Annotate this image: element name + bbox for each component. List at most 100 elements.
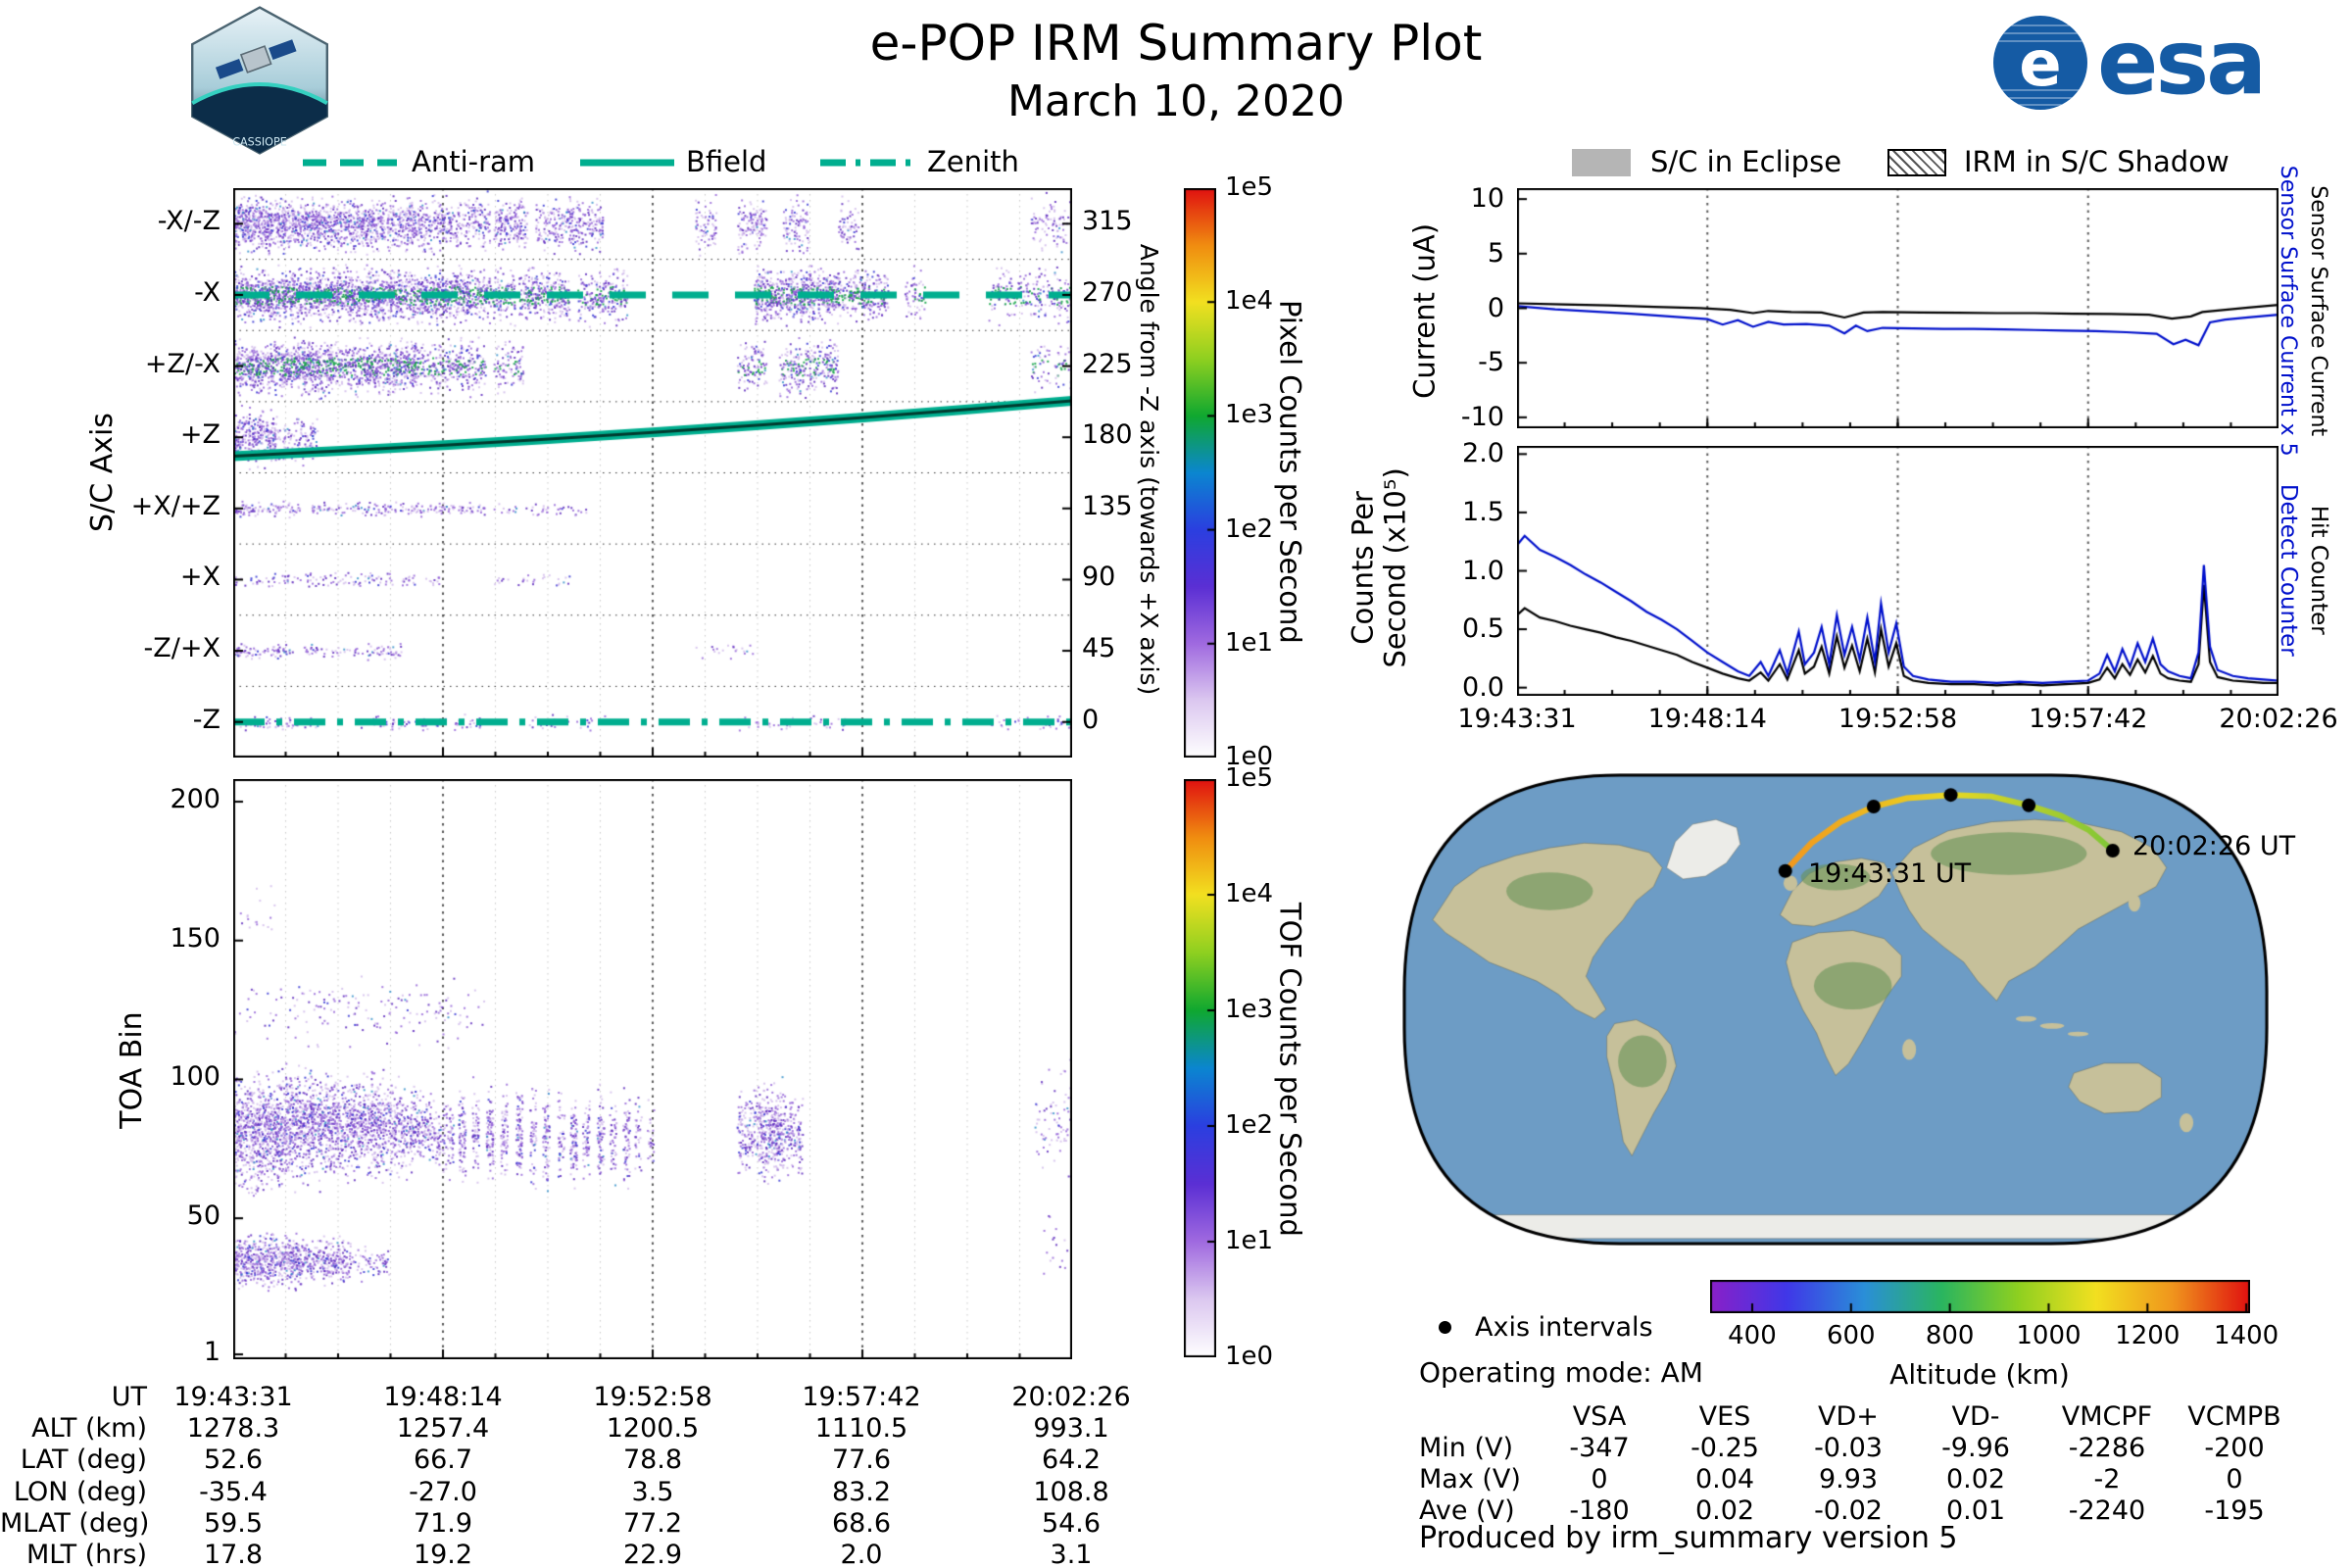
voltage-cell: -180 — [1569, 1495, 1630, 1526]
colorbar-tick: 1e2 — [1225, 1110, 1274, 1140]
ephemeris-row-label: MLAT (deg) — [0, 1507, 150, 1539]
voltage-cell: -0.25 — [1690, 1433, 1759, 1463]
zenith-legend-label: Zenith — [927, 145, 1019, 178]
time-tick: 20:02:26 — [2219, 704, 2338, 734]
badge-horizon-arc — [191, 82, 328, 105]
colorbar-tick: 1e0 — [1225, 1342, 1274, 1371]
toa-bin-tick: 1 — [203, 1337, 220, 1367]
ephemeris-cell: 3.1 — [1050, 1540, 1093, 1568]
altitude-tick: 400 — [1728, 1321, 1777, 1350]
altitude-tick: 1200 — [2115, 1321, 2180, 1350]
altitude-tick: 1000 — [2016, 1321, 2082, 1350]
y-axis-tick: 0.0 — [1462, 671, 1504, 703]
voltage-cell: 0 — [2226, 1464, 2243, 1494]
voltage-cell: 0.02 — [1694, 1495, 1755, 1526]
sensor-current-plot-canvas — [1517, 188, 2278, 428]
angle-tick: 315 — [1082, 206, 1133, 237]
ephemeris-cell: 19:57:42 — [802, 1382, 921, 1412]
voltage-column-header: VES — [1698, 1401, 1751, 1432]
esa-logo: e esa — [1991, 10, 2267, 115]
plot-date: March 10, 2020 — [1006, 76, 1346, 126]
page-title: e-POP IRM Summary Plot — [869, 15, 1483, 72]
ephemeris-cell: 1257.4 — [396, 1413, 490, 1445]
voltage-cell: 0.01 — [1945, 1495, 2006, 1526]
voltage-cell: 9.93 — [1818, 1464, 1879, 1494]
ephemeris-cell: 2.0 — [840, 1540, 883, 1568]
colorbar-tick: 1e1 — [1225, 1226, 1274, 1255]
angle-tick: 0 — [1082, 704, 1100, 735]
colorbar-tick: 1e5 — [1225, 763, 1274, 793]
altitude-colorbar — [1710, 1280, 2250, 1313]
axis-intervals-dot-icon — [1439, 1321, 1451, 1334]
eclipse-legend-label: S/C in Eclipse — [1650, 145, 1842, 178]
ephemeris-cell: 1278.3 — [186, 1413, 280, 1445]
altitude-colorbar-title: Altitude (km) — [1889, 1358, 2070, 1391]
voltage-column-header: VCMPB — [2187, 1401, 2281, 1432]
voltage-cell: -9.96 — [1941, 1433, 2010, 1463]
altitude-tick: 600 — [1826, 1321, 1876, 1350]
colorbar-tick: 1e5 — [1225, 172, 1274, 202]
colorbar-tick: 1e2 — [1225, 514, 1274, 544]
badge-earth-limb — [192, 84, 327, 154]
angle-tick: 90 — [1082, 562, 1116, 593]
toa-bin-tick: 200 — [170, 784, 220, 815]
badge-mission-name: CASSIOPE — [232, 135, 287, 148]
time-tick: 19:52:58 — [1838, 704, 1958, 734]
ephemeris-row-label: LON (deg) — [13, 1476, 147, 1507]
anti-ram-legend-line — [303, 159, 397, 167]
ephemeris-cell: 71.9 — [413, 1507, 473, 1539]
ephemeris-cell: 54.6 — [1041, 1507, 1102, 1539]
pixel-counts-colorbar — [1184, 188, 1216, 758]
esa-globe-icon: e — [1993, 16, 2087, 110]
y-axis-tick: 0.5 — [1462, 613, 1504, 645]
voltage-row-label: Min (V) — [1419, 1433, 1514, 1463]
voltage-cell: -2 — [2093, 1464, 2121, 1494]
ephemeris-cell: -35.4 — [199, 1476, 268, 1507]
ephemeris-cell: 52.6 — [203, 1445, 264, 1476]
voltage-cell: -0.03 — [1814, 1433, 1883, 1463]
voltage-column-header: VMCPF — [2061, 1401, 2153, 1432]
toa-bin-tick: 100 — [170, 1061, 220, 1093]
cassiope-mission-badge-icon: CASSIOPE — [191, 6, 328, 155]
colorbar-tick: 1e4 — [1225, 879, 1274, 908]
voltage-row-label: Ave (V) — [1419, 1495, 1515, 1526]
ephemeris-cell: 20:02:26 — [1011, 1382, 1131, 1412]
sc-axis-spectrogram-canvas — [233, 188, 1072, 758]
bfield-legend-line — [580, 159, 674, 167]
y-axis-tick: 2.0 — [1462, 438, 1504, 469]
ephemeris-cell: 3.5 — [631, 1476, 674, 1507]
y-axis-tick: -5 — [1478, 347, 1504, 378]
ephemeris-cell: 64.2 — [1041, 1445, 1102, 1476]
voltage-column-header: VD+ — [1818, 1401, 1879, 1432]
credit-line: Produced by irm_summary version 5 — [1419, 1521, 1958, 1555]
ephemeris-cell: 66.7 — [413, 1445, 473, 1476]
voltage-column-header: VD- — [1951, 1401, 2000, 1432]
ephemeris-cell: 993.1 — [1033, 1413, 1109, 1445]
voltage-cell: -195 — [2204, 1495, 2265, 1526]
ephemeris-cell: 83.2 — [831, 1476, 892, 1507]
angle-tick: 135 — [1082, 490, 1133, 521]
ephemeris-cell: 17.8 — [203, 1540, 264, 1568]
voltage-column-header: VSA — [1572, 1401, 1627, 1432]
angle-tick: 180 — [1082, 419, 1133, 451]
sc-axis-category: +X/+Z — [130, 490, 220, 521]
esa-wordmark: esa — [2097, 10, 2267, 115]
ephemeris-cell: 59.5 — [203, 1507, 264, 1539]
ephemeris-cell: 19.2 — [413, 1540, 473, 1568]
time-tick: 19:43:31 — [1457, 704, 1577, 734]
ephemeris-cell: 68.6 — [831, 1507, 892, 1539]
voltage-cell: -347 — [1569, 1433, 1630, 1463]
shadow-legend-label: IRM in S/C Shadow — [1964, 145, 2230, 178]
ephemeris-cell: -27.0 — [409, 1476, 477, 1507]
esa-e-glyph: e — [2019, 28, 2061, 101]
voltage-cell: 0.04 — [1694, 1464, 1755, 1494]
anti-ram-legend-label: Anti-ram — [412, 145, 536, 178]
angle-tick: 45 — [1082, 632, 1116, 663]
ephemeris-cell: 1110.5 — [814, 1413, 908, 1445]
y-axis-tick: 0 — [1487, 292, 1504, 323]
y-axis-tick: 1.5 — [1462, 496, 1504, 527]
ephemeris-row-label: ALT (km) — [31, 1413, 147, 1445]
track-start-label: 19:43:31 UT — [1808, 858, 1972, 889]
time-tick: 19:48:14 — [1647, 704, 1767, 734]
